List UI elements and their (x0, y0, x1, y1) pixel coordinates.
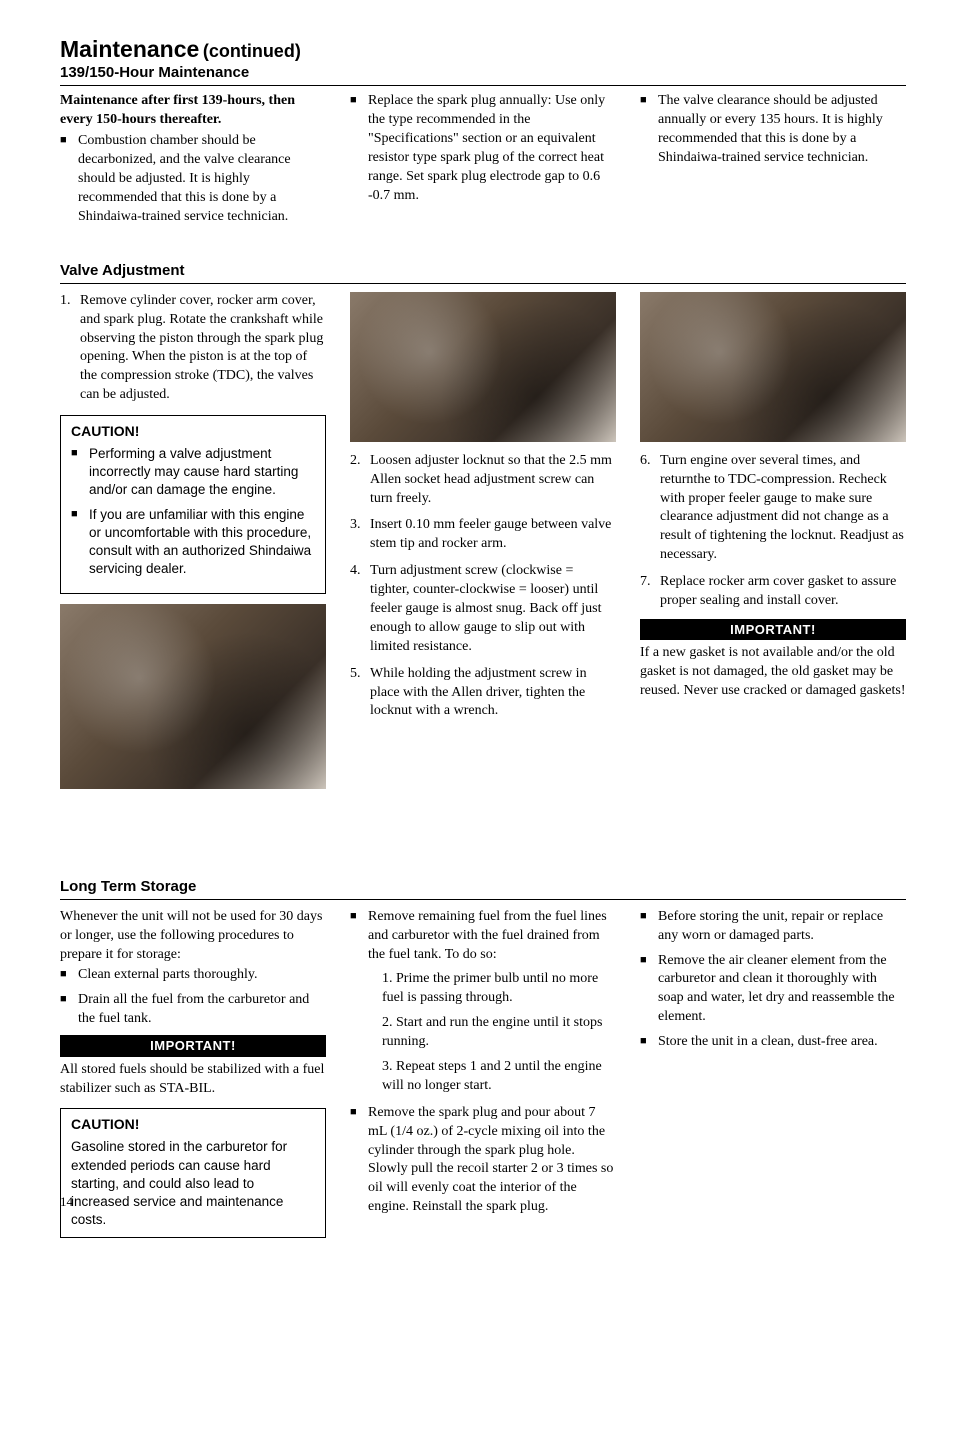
maint-col1: Maintenance after first 139-hours, then … (60, 92, 326, 232)
list-item: Remove remaining fuel from the fuel line… (350, 908, 616, 1096)
list-item: Combustion chamber should be decarbonize… (60, 132, 326, 226)
step-4: Turn adjustment screw (clockwise = tight… (350, 562, 616, 656)
list-item: The valve clearance should be adjusted a… (640, 92, 906, 168)
list-item: Remove the spark plug and pour about 7 m… (350, 1104, 616, 1217)
important-bar: IMPORTANT! (640, 619, 906, 641)
page-header: Maintenance (continued) 139/150-Hour Mai… (60, 34, 906, 86)
valve-heading: Valve Adjustment (60, 261, 906, 284)
caution-item: If you are unfamiliar with this engine o… (71, 506, 315, 579)
step-6: Turn engine over several times, and retu… (640, 452, 906, 565)
header-subtitle: 139/150-Hour Maintenance (60, 63, 906, 85)
storage-col1: Whenever the unit will not be used for 3… (60, 908, 326, 1249)
substep: 1. Prime the primer bulb until no more f… (382, 970, 616, 1008)
main-title: Maintenance (60, 36, 199, 62)
important-text: If a new gasket is not available and/or … (640, 644, 906, 701)
valve-row: Remove cylinder cover, rocker arm cover,… (60, 292, 906, 799)
list-item: Clean external parts thoroughly. (60, 966, 326, 985)
storage-col2: Remove remaining fuel from the fuel line… (350, 908, 616, 1249)
intro-bold: Maintenance after first 139-hours, then … (60, 92, 326, 130)
list-item: Drain all the fuel from the carburetor a… (60, 991, 326, 1029)
list-item: Before storing the unit, repair or repla… (640, 908, 906, 946)
maint-col1-list: Combustion chamber should be decarbonize… (60, 132, 326, 226)
engine-photo-3 (640, 292, 906, 442)
engine-photo-1 (60, 604, 326, 789)
storage-heading: Long Term Storage (60, 877, 906, 900)
maint-col3: The valve clearance should be adjusted a… (640, 92, 906, 232)
sublist: 1. Prime the primer bulb until no more f… (382, 970, 616, 1095)
caution-title: CAUTION! (71, 422, 315, 441)
step-2: Loosen adjuster locknut so that the 2.5 … (350, 452, 616, 509)
page-number: 14 (60, 1193, 73, 1211)
storage-col3: Before storing the unit, repair or repla… (640, 908, 906, 1249)
caution-item: Performing a valve adjustment incorrectl… (71, 445, 315, 500)
list-item: Replace the spark plug annually: Use onl… (350, 92, 616, 205)
engine-photo-2 (350, 292, 616, 442)
valve-col3: Turn engine over several times, and retu… (640, 292, 906, 799)
list-item: Store the unit in a clean, dust-free are… (640, 1033, 906, 1052)
caution-box: CAUTION! Performing a valve adjustment i… (60, 415, 326, 593)
substep: 2. Start and run the engine until it sto… (382, 1014, 616, 1052)
important-text: All stored fuels should be stabilized wi… (60, 1061, 326, 1099)
maint-col2: Replace the spark plug annually: Use onl… (350, 92, 616, 232)
caution-box: CAUTION! Gasoline stored in the carburet… (60, 1108, 326, 1238)
valve-col1: Remove cylinder cover, rocker arm cover,… (60, 292, 326, 799)
bullet-text: Remove remaining fuel from the fuel line… (368, 909, 607, 962)
step-3: Insert 0.10 mm feeler gauge between valv… (350, 516, 616, 554)
storage-intro: Whenever the unit will not be used for 3… (60, 908, 326, 965)
storage-row: Whenever the unit will not be used for 3… (60, 908, 906, 1249)
caution-text: Gasoline stored in the carburetor for ex… (71, 1138, 315, 1229)
step-7: Replace rocker arm cover gasket to assur… (640, 573, 906, 611)
step-5: While holding the adjustment screw in pl… (350, 665, 616, 722)
substep: 3. Repeat steps 1 and 2 until the engine… (382, 1058, 616, 1096)
continued-label: (continued) (203, 41, 301, 61)
caution-title: CAUTION! (71, 1115, 315, 1134)
step-1: Remove cylinder cover, rocker arm cover,… (60, 292, 326, 405)
valve-col2: Loosen adjuster locknut so that the 2.5 … (350, 292, 616, 799)
list-item: Remove the air cleaner element from the … (640, 952, 906, 1028)
maintenance-intro-row: Maintenance after first 139-hours, then … (60, 92, 906, 232)
important-bar: IMPORTANT! (60, 1035, 326, 1057)
